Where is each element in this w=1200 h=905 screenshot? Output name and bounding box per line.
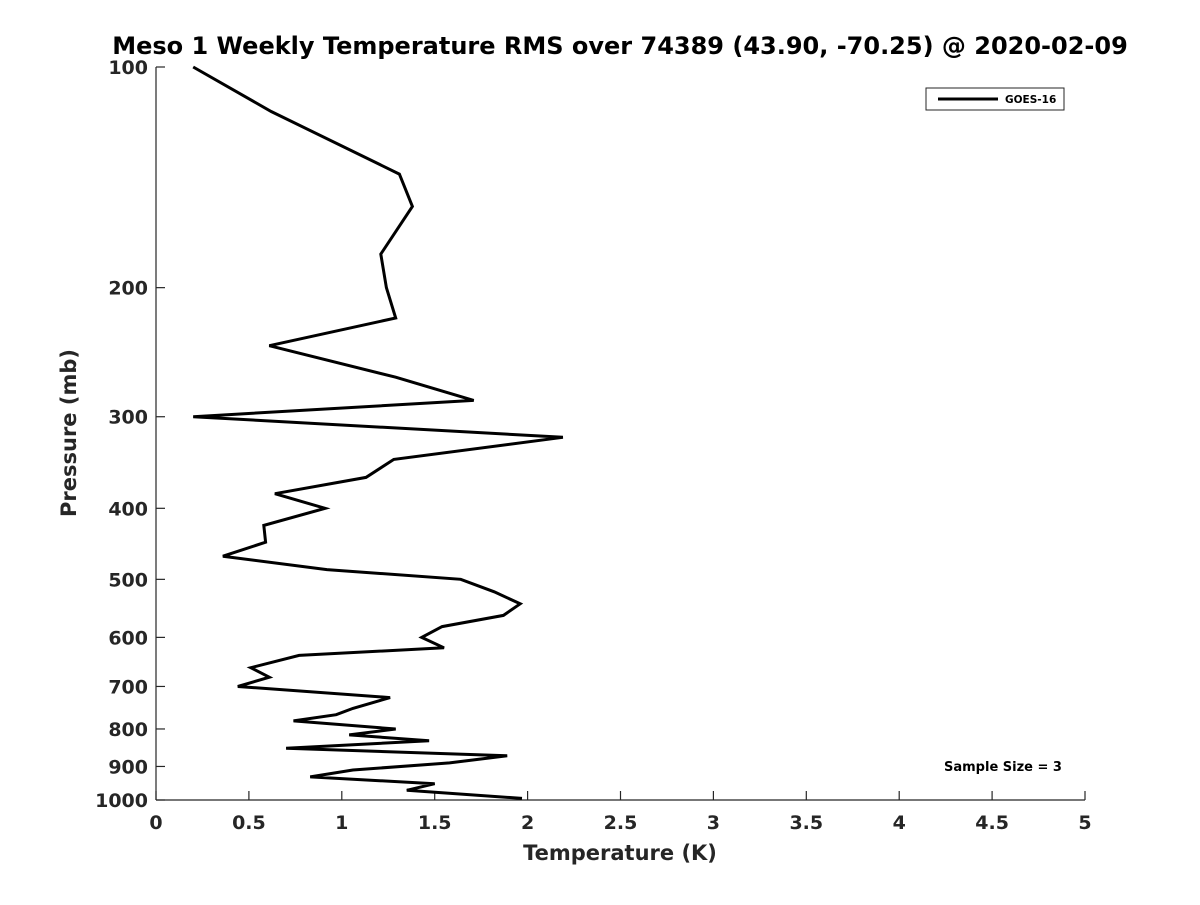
y-tick-label: 200 [108,278,148,300]
x-tick-label: 1.5 [418,812,452,834]
x-tick-label: 5 [1078,812,1091,834]
y-tick-label: 500 [108,569,148,591]
y-tick-label: 600 [108,627,148,649]
y-tick-label: 300 [108,407,148,429]
series-layer [192,65,564,800]
legend: GOES-16 [925,87,1065,111]
x-tick-label: 4 [893,812,906,834]
x-tick-label: 0.5 [232,812,266,834]
x-tick-label: 2.5 [604,812,638,834]
x-tick-label: 1 [335,812,348,834]
legend-label-goes-16: GOES-16 [1005,94,1056,106]
x-tick-label: 0 [149,812,162,834]
series-line-goes-16 [192,65,564,800]
x-tick-label: 3 [707,812,720,834]
chart-title: Meso 1 Weekly Temperature RMS over 74389… [112,32,1128,60]
x-axis-label: Temperature (K) [523,841,717,865]
x-tick-label: 2 [521,812,534,834]
plot-area [156,67,1085,800]
sample-size-annotation: Sample Size = 3 [944,760,1062,775]
ticks-layer: 0 0.5 1 1.5 2 2.5 3 3.5 4 4.5 5 100 200 300 400 500 600 7… [95,57,1092,834]
x-tick-label: 3.5 [789,812,823,834]
y-tick-label: 100 [108,57,148,79]
y-tick-label: 700 [108,676,148,698]
y-axis-label: Pressure (mb) [57,349,81,517]
y-tick-label: 1000 [95,790,148,812]
y-tick-label: 800 [108,719,148,741]
y-tick-label: 400 [108,498,148,520]
y-tick-label: 900 [108,756,148,778]
x-tick-label: 4.5 [975,812,1009,834]
